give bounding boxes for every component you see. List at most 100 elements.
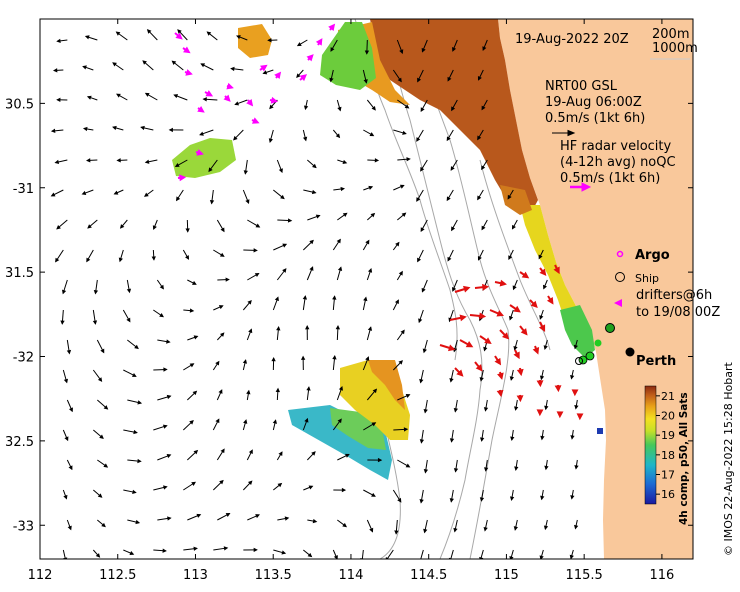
map-plot-area	[40, 19, 693, 559]
hf-radar-arrow	[546, 295, 554, 305]
model-current-arrows	[50, 29, 579, 559]
perth-marker	[625, 347, 635, 357]
model-current-arrow	[337, 453, 350, 461]
drifter-arrow	[195, 149, 204, 156]
model-current-arrow	[173, 94, 188, 101]
drifter-arrow	[177, 174, 187, 182]
model-current-arrow	[212, 479, 224, 491]
model-current-arrow	[233, 129, 244, 141]
model-current-arrow	[97, 459, 109, 468]
model-current-arrow	[484, 459, 489, 472]
model-current-arrow	[421, 39, 428, 53]
x-tick-label: 115	[494, 568, 519, 583]
radar-legend-line3: 0.5m/s (1kt 6h)	[560, 171, 660, 186]
model-current-arrow	[187, 335, 199, 341]
model-current-arrow	[242, 419, 248, 431]
model-current-arrow	[113, 189, 124, 195]
model-current-arrow	[52, 68, 64, 73]
hf-radar-arrow	[449, 314, 467, 322]
colorbar-tick-label: 16	[661, 488, 675, 501]
model-current-arrow	[276, 451, 283, 461]
model-current-arrow	[306, 386, 311, 401]
model-current-arrow	[200, 63, 214, 71]
model-current-arrow	[509, 309, 514, 321]
model-current-arrow	[157, 339, 171, 344]
model-current-arrow	[242, 359, 248, 371]
model-current-arrow	[183, 308, 195, 313]
model-current-arrow	[363, 185, 374, 191]
model-current-arrow	[97, 519, 106, 528]
hf-radar-arrow	[496, 389, 504, 398]
y-tick-label: -32	[13, 351, 34, 366]
sst-patch-shelf-orange	[500, 185, 532, 215]
model-current-arrow	[81, 189, 94, 195]
model-current-arrow	[477, 249, 484, 261]
hf-radar-arrow	[497, 371, 504, 380]
model-current-arrow	[419, 369, 424, 384]
model-current-arrow	[449, 369, 454, 383]
model-current-arrow	[306, 451, 316, 461]
model-current-arrow	[56, 219, 68, 230]
x-tick-label: 115.5	[566, 568, 603, 583]
model-current-arrow	[296, 69, 304, 78]
model-current-arrow	[153, 424, 168, 431]
model-current-arrow	[447, 249, 454, 262]
model-current-arrow	[146, 29, 158, 41]
model-current-arrow	[392, 241, 400, 251]
model-current-arrow	[92, 369, 103, 382]
model-current-arrow	[277, 516, 290, 521]
x-tick-label: 113	[183, 568, 208, 583]
model-current-arrow	[303, 549, 313, 558]
model-current-arrow	[243, 248, 258, 253]
model-current-arrow	[420, 219, 428, 233]
model-current-arrow	[335, 324, 341, 341]
hf-radar-arrow	[509, 304, 521, 313]
model-current-arrow	[273, 482, 283, 491]
model-current-arrow	[122, 309, 131, 323]
model-current-arrow	[450, 159, 458, 171]
hf-radar-arrow	[499, 329, 510, 340]
hf-radar-arrow	[554, 384, 562, 393]
model-current-arrow	[574, 399, 579, 410]
model-current-arrow	[423, 519, 428, 534]
model-current-arrow	[479, 369, 484, 382]
model-current-arrow	[217, 277, 230, 282]
model-current-arrow	[542, 279, 548, 290]
model-current-arrow	[271, 356, 276, 371]
model-current-arrow	[416, 129, 424, 142]
model-current-arrow	[127, 519, 141, 525]
model-current-arrow	[174, 159, 188, 167]
model-current-arrow	[336, 266, 343, 281]
drifter-arrow	[226, 82, 234, 90]
argo-legend-marker	[616, 250, 624, 258]
model-current-arrow	[570, 369, 575, 380]
model-current-arrow	[508, 249, 514, 261]
model-current-arrow	[539, 309, 544, 320]
model-current-arrow	[187, 279, 197, 285]
model-current-arrow	[86, 249, 94, 263]
model-current-arrow	[573, 339, 578, 350]
model-current-arrow	[276, 326, 281, 341]
sst-pixel-blue	[597, 428, 603, 434]
model-current-arrow	[507, 189, 514, 200]
model-current-arrow	[119, 219, 128, 229]
drifter-arrow	[246, 98, 254, 107]
model-current-arrow	[62, 369, 69, 384]
model-current-arrow	[453, 399, 459, 413]
model-current-arrow	[367, 457, 383, 463]
model-current-arrow	[449, 429, 455, 443]
model-current-arrow	[243, 547, 258, 553]
model-current-arrow	[93, 429, 104, 439]
hf-radar-arrow	[513, 349, 520, 360]
model-current-arrow	[112, 62, 124, 71]
model-current-arrow	[116, 158, 128, 163]
model-current-arrow	[477, 189, 484, 201]
model-current-arrow	[93, 489, 103, 498]
model-current-arrow	[82, 65, 94, 71]
model-current-arrow	[168, 127, 184, 133]
model-current-arrow	[392, 360, 403, 371]
model-current-arrow	[153, 548, 167, 553]
model-current-arrow	[262, 69, 274, 75]
x-tick-label: 116	[649, 568, 674, 583]
y-tick-label: -31	[13, 182, 34, 197]
